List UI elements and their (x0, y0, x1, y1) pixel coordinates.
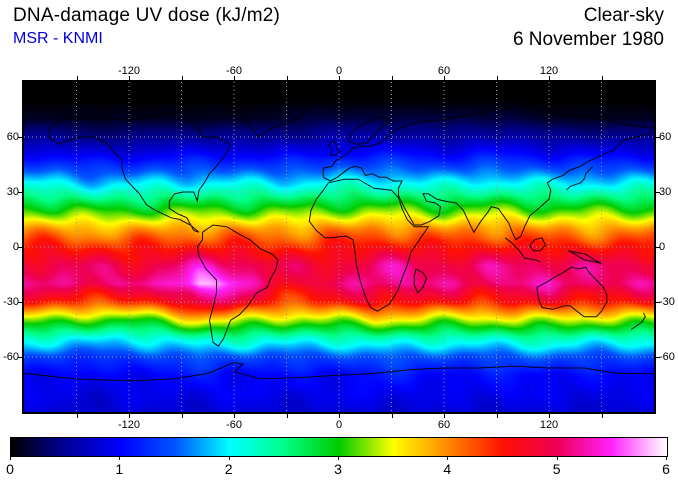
axis-tick (656, 137, 660, 138)
colorbar-tick (338, 457, 339, 460)
colorbar-tick-label: 5 (552, 461, 561, 477)
lat-tick-label-left: 30 (6, 186, 19, 198)
axis-tick (549, 414, 550, 418)
axis-tick (129, 414, 130, 418)
date-label: 6 November 1980 (512, 29, 664, 50)
colorbar (10, 437, 668, 457)
colorbar-tick (10, 457, 11, 460)
colorbar-tick-label: 6 (662, 461, 670, 477)
lon-tick-label-top: -120 (117, 65, 141, 77)
axis-tick (234, 414, 235, 418)
lon-tick-label-bottom: 120 (539, 419, 559, 431)
axis-tick (444, 414, 445, 418)
coastline-path (529, 237, 547, 252)
lat-tick-label-left: 60 (6, 131, 19, 143)
axis-tick (601, 414, 603, 418)
lon-tick-label-top: -60 (226, 65, 242, 77)
colorbar-tick (447, 457, 449, 460)
coastline-path (566, 165, 594, 191)
lat-tick-label-right: 30 (659, 186, 672, 198)
axis-tick (339, 414, 340, 418)
colorbar-tick (119, 457, 121, 460)
chart-title: DNA-damage UV dose (kJ/m2) (13, 5, 281, 26)
coastline-path (24, 361, 654, 382)
coastline-path (504, 237, 541, 263)
coastline-path (347, 116, 391, 145)
coastline-path (322, 105, 653, 241)
lon-tick-label-bottom: 60 (437, 419, 451, 431)
lon-tick-label-top: 60 (437, 65, 451, 77)
axis-tick (181, 414, 183, 418)
lat-tick-label-right: 0 (659, 241, 666, 253)
coastline-path (308, 178, 430, 312)
coastline-path (631, 312, 646, 330)
coastline-path (568, 250, 602, 264)
lat-tick-label-left: -60 (3, 351, 19, 363)
colorbar-tick-label: 2 (224, 461, 233, 477)
lon-tick-label-bottom: 0 (335, 419, 343, 431)
lon-tick-label-bottom: -60 (226, 419, 242, 431)
axis-tick (391, 414, 393, 418)
axis-tick (496, 414, 498, 418)
colorbar-tick-label: 1 (115, 461, 124, 477)
coastline-path (196, 224, 279, 347)
coastline-path (413, 268, 428, 294)
lat-tick-label-right: -60 (659, 351, 675, 363)
axis-tick (656, 302, 660, 303)
axis-tick (656, 192, 660, 193)
coastline-path (327, 140, 342, 156)
coastline-path (536, 266, 608, 318)
colorbar-tick (228, 457, 230, 460)
coastline-path (47, 112, 232, 233)
coastline-path (233, 96, 309, 138)
scenario-label: Clear-sky (583, 5, 664, 26)
lat-tick-label-left: 0 (12, 241, 19, 253)
axis-tick (286, 414, 288, 418)
axis-tick (76, 414, 78, 418)
axis-tick (656, 357, 660, 358)
dataset-source-label: MSR - KNMI (13, 30, 103, 47)
lat-tick-label-right: -30 (659, 296, 675, 308)
colorbar-tick-label: 3 (334, 461, 342, 477)
colorbar-tick-label: 0 (6, 461, 14, 477)
axis-tick (656, 247, 660, 248)
colorbar-tick (556, 457, 558, 460)
lon-tick-label-bottom: -120 (117, 419, 141, 431)
map-overlay-svg (24, 82, 654, 412)
lat-tick-label-left: -30 (3, 296, 19, 308)
lon-tick-label-top: 120 (539, 65, 559, 77)
lat-tick-label-right: 60 (659, 131, 672, 143)
colorbar-gradient-canvas (11, 438, 667, 456)
map-plot-frame (22, 80, 656, 414)
colorbar-tick-label: 4 (443, 461, 452, 477)
lon-tick-label-top: 0 (335, 65, 343, 77)
colorbar-tick (666, 457, 667, 460)
